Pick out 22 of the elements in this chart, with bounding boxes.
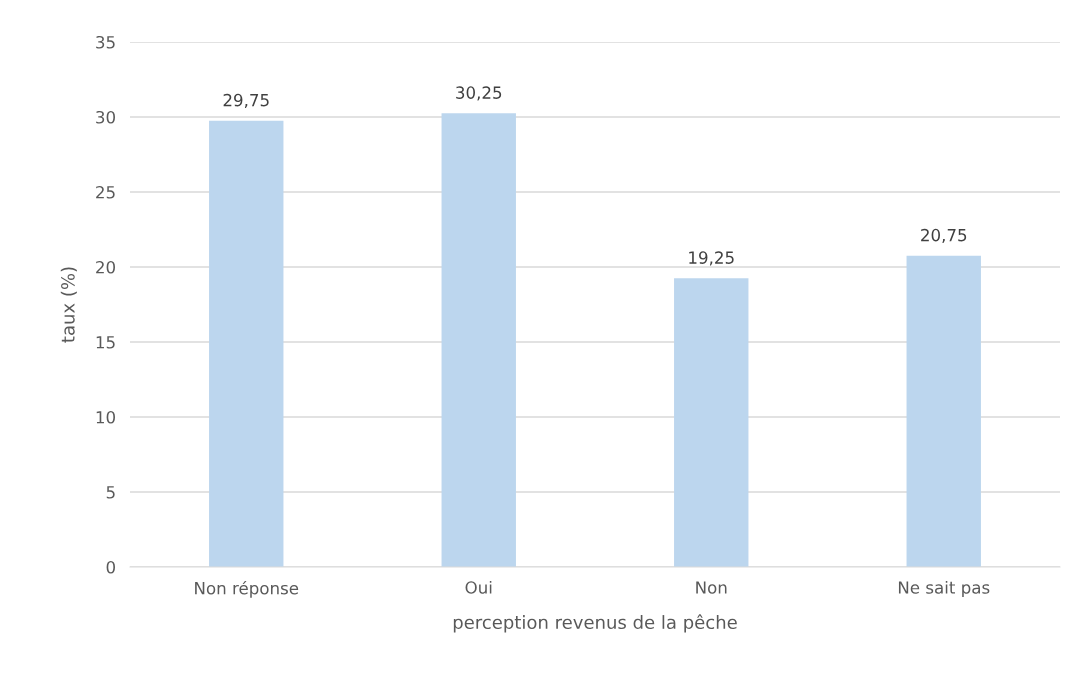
bar (906, 255, 981, 567)
y-tick-label: 15 (96, 336, 115, 349)
y-tick-label: 0 (106, 560, 115, 574)
y-tick-label: 20 (96, 260, 115, 274)
bar (209, 120, 284, 567)
y-tick-label: 30 (96, 110, 115, 124)
y-axis-title: taux (%) (60, 267, 77, 343)
y-tick-label: 25 (96, 185, 115, 199)
x-axis-title: perception revenus de la pêche (453, 614, 737, 633)
y-tick-label: 35 (96, 35, 115, 49)
data-label: 29,75 (223, 93, 269, 109)
data-label: 30,25 (456, 86, 502, 101)
data-label: 20,75 (921, 228, 967, 244)
y-tick-label: 5 (106, 486, 115, 499)
x-tick-label: Non réponse (195, 580, 299, 598)
bar (441, 113, 516, 567)
x-tick-label: Non (696, 581, 727, 594)
bar (674, 278, 749, 567)
x-tick-label: Oui (465, 580, 492, 594)
x-tick-label: Ne sait pas (898, 580, 990, 598)
y-tick-label: 10 (96, 410, 115, 424)
data-label: 19,25 (689, 251, 734, 266)
